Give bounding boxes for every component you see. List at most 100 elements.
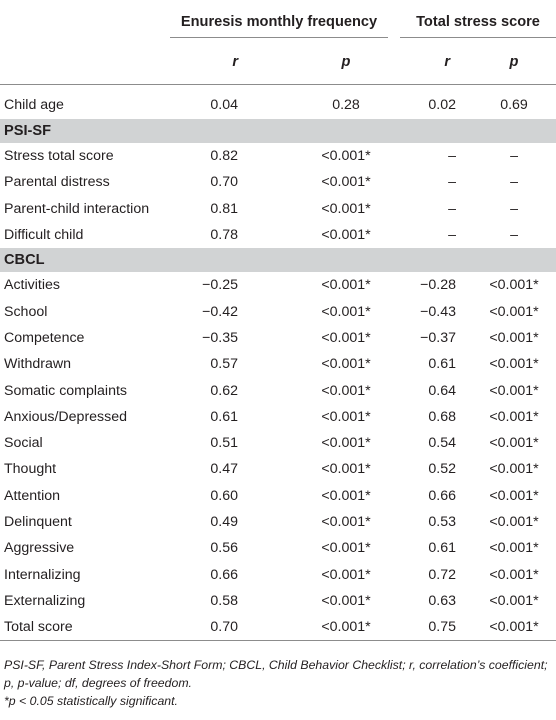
cell-p1: <0.001* bbox=[321, 303, 371, 320]
row-label: Total score bbox=[0, 614, 170, 642]
cell-r2: – bbox=[448, 148, 457, 165]
table-row: Anxious/Depressed 0.61 <0.001* 0.68 <0.001* bbox=[0, 404, 556, 430]
cell-r2: 0.75 bbox=[394, 614, 473, 642]
cell-r1: 0.78 bbox=[210, 227, 238, 244]
cell-p2: <0.001* bbox=[489, 487, 539, 504]
cell-r2: 0.61 bbox=[428, 540, 457, 557]
cell-r2: 0.02 bbox=[428, 97, 457, 113]
cell-p2: <0.001* bbox=[489, 461, 539, 478]
cell-r1: 0.47 bbox=[210, 461, 238, 478]
row-label: Child age bbox=[4, 97, 64, 113]
row-label: Activities bbox=[4, 277, 60, 294]
cell-p2: <0.001* bbox=[489, 277, 539, 294]
row-label: Attention bbox=[4, 487, 61, 504]
cell-r2: 0.53 bbox=[428, 514, 457, 530]
cell-p1: <0.001* bbox=[321, 487, 371, 504]
group-header-enuresis-label: Enuresis monthly frequency bbox=[170, 7, 389, 38]
cell-p1: <0.001* bbox=[321, 277, 371, 294]
cell-r2: 0.66 bbox=[428, 487, 457, 504]
row-label: Anxious/Depressed bbox=[4, 408, 128, 425]
sub-header-p2: p bbox=[472, 40, 556, 85]
cell-p1: <0.001* bbox=[321, 461, 371, 478]
sub-header-r2: r bbox=[394, 40, 473, 85]
cell-p2: – bbox=[510, 227, 518, 244]
cell-r1: 0.56 bbox=[210, 540, 238, 557]
cell-r1: 0.49 bbox=[210, 514, 238, 530]
cell-r1: 0.04 bbox=[210, 97, 238, 113]
table-footnote: PSI-SF, Parent Stress Index-Short Form; … bbox=[4, 656, 552, 710]
table-row: Externalizing 0.58 <0.001* 0.63 <0.001* bbox=[0, 588, 556, 614]
cell-r2: 0.63 bbox=[428, 592, 457, 609]
cell-p2: <0.001* bbox=[489, 356, 539, 373]
cell-p1: <0.001* bbox=[321, 174, 371, 191]
cell-p1: <0.001* bbox=[321, 148, 371, 165]
table-row: Aggressive 0.56 <0.001* 0.61 <0.001* bbox=[0, 535, 556, 561]
cell-r1: 0.61 bbox=[210, 408, 238, 425]
cell-r1: −0.25 bbox=[202, 277, 238, 294]
table-row: Internalizing 0.66 <0.001* 0.72 <0.001* bbox=[0, 561, 556, 587]
cell-p1: <0.001* bbox=[321, 356, 371, 373]
cell-p2: <0.001* bbox=[472, 614, 556, 642]
cell-p2: <0.001* bbox=[489, 382, 539, 399]
cell-r1: 0.70 bbox=[170, 614, 238, 642]
cell-p2: – bbox=[510, 174, 518, 191]
cell-r2: 0.64 bbox=[428, 382, 457, 399]
cell-r1: −0.42 bbox=[202, 303, 238, 320]
table-row: Competence −0.35 <0.001* −0.37 <0.001* bbox=[0, 325, 556, 351]
row-label: Parent-child interaction bbox=[4, 200, 150, 217]
cell-p1: <0.001* bbox=[321, 382, 371, 399]
cell-p2: <0.001* bbox=[489, 592, 539, 609]
footnote-abbreviations: PSI-SF, Parent Stress Index-Short Form; … bbox=[4, 658, 548, 690]
cell-r1: 0.66 bbox=[210, 566, 238, 583]
table-row: Withdrawn 0.57 <0.001* 0.61 <0.001* bbox=[0, 351, 556, 377]
group-header-stress-label: Total stress score bbox=[400, 7, 556, 38]
cell-p2: <0.001* bbox=[489, 303, 539, 320]
cell-r2: – bbox=[448, 227, 457, 244]
sub-header-row: r p r p bbox=[0, 40, 556, 85]
table-row: Attention 0.60 <0.001* 0.66 <0.001* bbox=[0, 483, 556, 509]
table-row: Child age 0.04 0.28 0.02 0.69 bbox=[0, 85, 556, 120]
section-header-row: CBCL bbox=[0, 248, 556, 273]
cell-p2: <0.001* bbox=[489, 540, 539, 557]
cell-p1: <0.001* bbox=[238, 614, 395, 642]
section-title: CBCL bbox=[0, 248, 556, 273]
table-row: Delinquent 0.49 <0.001* 0.53 <0.001* bbox=[0, 509, 556, 535]
table-row: Total score 0.70 <0.001* 0.75 <0.001* bbox=[0, 614, 556, 642]
group-header-enuresis: Enuresis monthly frequency bbox=[170, 4, 394, 40]
cell-p1: <0.001* bbox=[321, 408, 371, 425]
cell-r2: 0.61 bbox=[428, 356, 457, 373]
table-row: School −0.42 <0.001* −0.43 <0.001* bbox=[0, 298, 556, 324]
cell-r2: −0.28 bbox=[420, 277, 457, 294]
table-row: Social 0.51 <0.001* 0.54 <0.001* bbox=[0, 430, 556, 456]
cell-r1: 0.57 bbox=[210, 356, 238, 373]
cell-r2: 0.52 bbox=[428, 461, 457, 478]
cell-p2: – bbox=[510, 200, 518, 217]
row-label: Difficult child bbox=[4, 227, 84, 244]
row-label: Externalizing bbox=[4, 592, 86, 609]
sub-header-r1: r bbox=[170, 40, 238, 85]
cell-r1: 0.82 bbox=[210, 148, 238, 165]
cell-p2: <0.001* bbox=[489, 435, 539, 452]
row-label: Thought bbox=[4, 461, 57, 478]
cell-r2: 0.54 bbox=[428, 435, 457, 452]
cell-r1: 0.60 bbox=[210, 487, 238, 504]
cell-p2: <0.001* bbox=[489, 566, 539, 583]
cell-p2: <0.001* bbox=[489, 514, 539, 530]
row-label: Social bbox=[4, 435, 43, 452]
correlation-table: Enuresis monthly frequency Total stress … bbox=[0, 4, 556, 642]
cell-r1: 0.58 bbox=[210, 592, 238, 609]
sub-header-blank bbox=[0, 40, 170, 85]
cell-r1: −0.35 bbox=[202, 329, 238, 346]
section-title: PSI-SF bbox=[0, 119, 556, 143]
table-row: Thought 0.47 <0.001* 0.52 <0.001* bbox=[0, 456, 556, 482]
cell-r1: 0.70 bbox=[210, 174, 238, 191]
cell-r1: 0.62 bbox=[210, 382, 238, 399]
row-label: Delinquent bbox=[4, 514, 72, 530]
cell-p1: <0.001* bbox=[321, 540, 371, 557]
table-row: Somatic complaints 0.62 <0.001* 0.64 <0.001* bbox=[0, 377, 556, 403]
row-label: Parental distress bbox=[4, 174, 110, 191]
row-label: Withdrawn bbox=[4, 356, 72, 373]
cell-r2: – bbox=[448, 200, 457, 217]
cell-p1: <0.001* bbox=[321, 514, 371, 530]
